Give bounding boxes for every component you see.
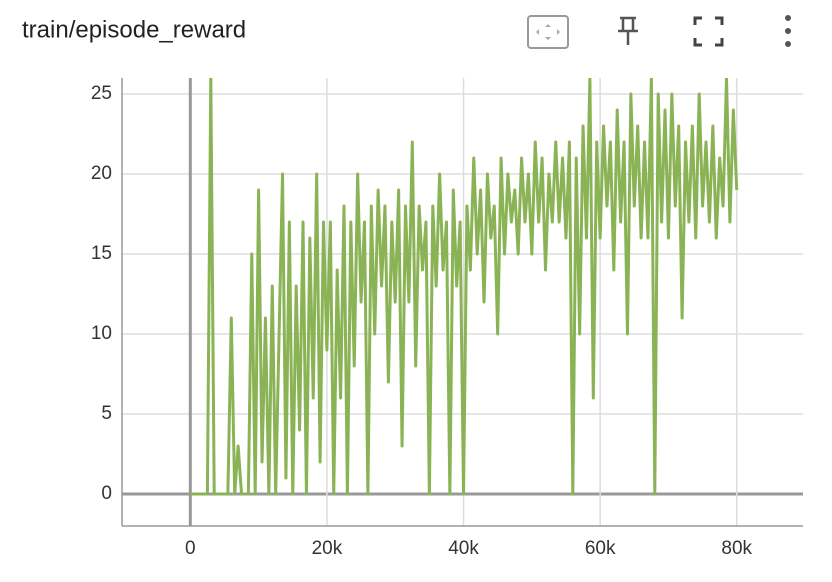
pin-button[interactable]: [618, 16, 638, 45]
fit-domain-button[interactable]: [527, 15, 569, 49]
x-tick-label: 20k: [312, 538, 343, 559]
x-tick-label: 80k: [721, 538, 752, 559]
y-tick-label: 10: [91, 323, 112, 344]
fullscreen-button[interactable]: [693, 16, 724, 47]
y-tick-label: 15: [91, 243, 112, 264]
x-tick-label: 40k: [448, 538, 479, 559]
y-tick-label: 5: [101, 403, 112, 424]
more-button[interactable]: [785, 15, 791, 47]
y-tick-label: 0: [101, 483, 112, 504]
chart-title: train/episode_reward: [22, 16, 246, 43]
y-tick-label: 20: [91, 163, 112, 184]
x-tick-label: 60k: [585, 538, 616, 559]
y-tick-label: 25: [91, 83, 112, 104]
x-tick-label: 0: [185, 538, 196, 559]
series-line: [190, 78, 739, 496]
